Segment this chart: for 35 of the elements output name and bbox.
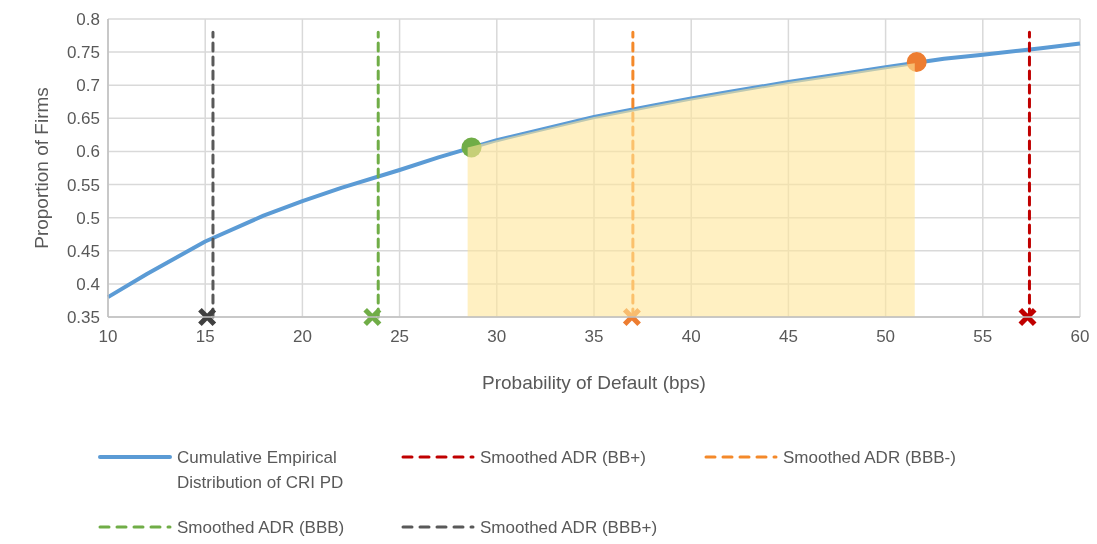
point: [906, 52, 927, 73]
x-axis-title: Probability of Default (bps): [482, 372, 706, 393]
point: [622, 308, 641, 326]
y-tick-label: 0.55: [66, 175, 100, 195]
y-tick-label: 0.6: [76, 142, 100, 162]
x-tick-label: 45: [778, 327, 798, 346]
legend-label: Smoothed ADR (BBB+): [480, 518, 658, 537]
y-tick-label: 0.45: [66, 241, 100, 261]
y-tick-label: 0.8: [76, 10, 100, 29]
x-tick-label: 20: [292, 327, 312, 346]
y-tick-label: 0.65: [66, 109, 100, 129]
point: [461, 137, 482, 158]
x-tick-label: 30: [487, 327, 507, 346]
y-tick-label: 0.7: [76, 76, 100, 96]
x-tick-label: 35: [584, 327, 604, 346]
y-tick-label: 0.4: [76, 274, 100, 294]
y-tick-label: 0.35: [66, 308, 100, 327]
legend-label: Smoothed ADR (BBB-): [783, 448, 956, 467]
x-tick-label: 15: [195, 327, 215, 346]
x-tick-label: 25: [390, 327, 410, 346]
point: [363, 308, 382, 326]
y-tick-label: 0.5: [76, 208, 100, 228]
legend-label: Cumulative Empirical Distribution of CRI PD: [177, 448, 344, 492]
line-series: [106, 41, 1082, 300]
x-tick-label: 10: [98, 327, 118, 346]
x-tick-label: 55: [973, 327, 993, 346]
y-axis-title: Proportion of Firms: [31, 87, 52, 249]
legend-label: Smoothed ADR (BB+): [480, 448, 646, 467]
point: [198, 308, 217, 326]
y-tick-label: 0.75: [66, 43, 100, 63]
x-tick-label: 60: [1070, 327, 1090, 346]
point: [1018, 308, 1037, 326]
x-tick-label: 50: [876, 327, 896, 346]
legend-label: Smoothed ADR (BBB): [177, 518, 345, 537]
x-tick-label: 40: [681, 327, 701, 346]
